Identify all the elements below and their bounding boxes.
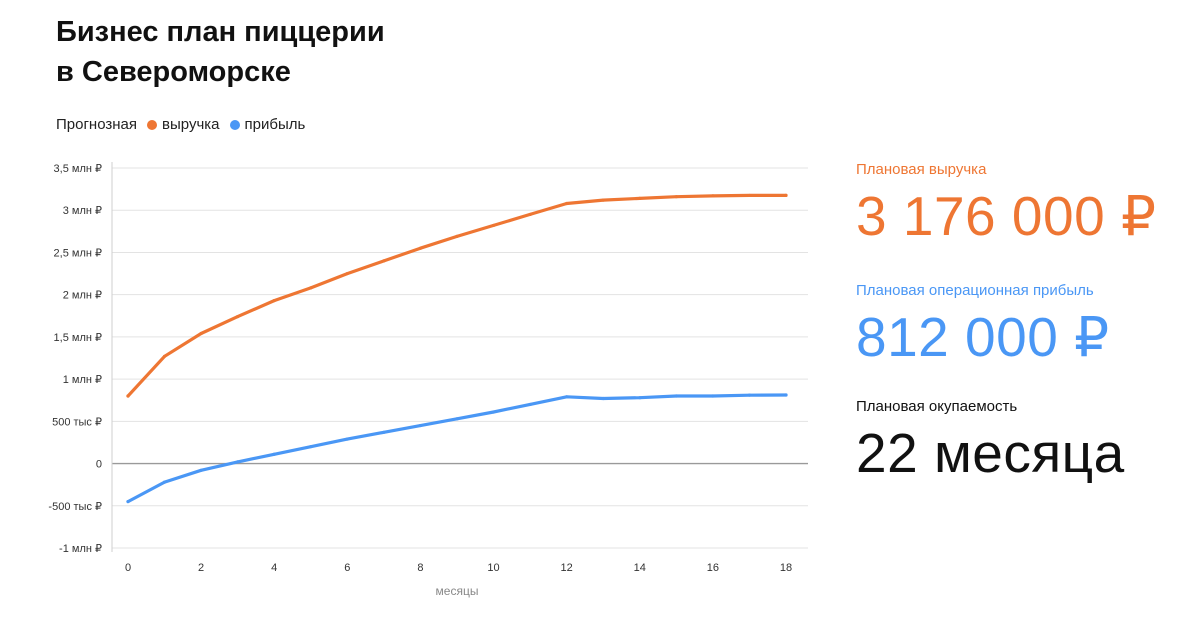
data-point [455, 417, 459, 421]
data-point [345, 437, 349, 441]
kpi-revenue-label: Плановая выручка [856, 161, 987, 178]
series-line-revenue [126, 193, 788, 398]
data-point [638, 196, 642, 200]
data-point [162, 480, 167, 484]
y-tick-label: 1,5 млн ₽ [54, 332, 102, 344]
kpi-payback-value: 22 месяца [856, 422, 1125, 484]
data-point [126, 394, 130, 398]
legend-dot-profit [229, 119, 240, 130]
y-tick-label: 2,5 млн ₽ [54, 247, 102, 259]
y-tick-label: 500 тыс ₽ [52, 416, 102, 428]
page-title: Бизнес план пиццерии в Североморске [56, 12, 385, 92]
data-point [272, 298, 276, 303]
data-point [491, 223, 496, 228]
x-tick-label: 12 [561, 562, 573, 574]
kpi-payback: Плановая окупаемость 22 месяца [856, 397, 1125, 483]
data-point [784, 193, 788, 197]
data-point [199, 468, 203, 472]
y-tick-label: 3 млн ₽ [63, 205, 102, 217]
data-point [455, 234, 459, 238]
legend-item-revenue: выручка [147, 116, 220, 133]
data-point [528, 212, 532, 217]
data-point [601, 198, 605, 202]
data-point [565, 395, 569, 399]
data-point [674, 394, 678, 398]
x-tick-label: 16 [707, 562, 719, 574]
x-tick-label: 2 [198, 562, 204, 574]
y-tick-label: 0 [96, 459, 102, 471]
y-tick-label: -1 млн ₽ [59, 543, 102, 555]
data-point [272, 452, 276, 456]
y-tick-label: 1 млн ₽ [63, 374, 102, 386]
x-tick-label: 8 [417, 562, 423, 574]
data-point [528, 402, 532, 407]
data-point [601, 396, 605, 401]
data-point [126, 499, 130, 504]
data-point [309, 445, 313, 449]
data-point [565, 201, 569, 206]
data-point [674, 195, 678, 199]
x-axis-title: месяцы [436, 584, 479, 598]
data-point [784, 393, 788, 397]
x-tick-label: 0 [125, 562, 131, 574]
data-point [162, 354, 167, 358]
data-point [711, 194, 715, 198]
chart-legend: Прогнозная выручка прибыль [56, 116, 305, 133]
data-point [491, 410, 496, 414]
data-point [747, 393, 752, 397]
kpi-revenue-value: 3 176 000 ₽ [856, 185, 1157, 247]
legend-label-profit: прибыль [244, 116, 306, 133]
title-line-2: в Североморске [56, 56, 291, 88]
x-tick-label: 18 [780, 562, 792, 574]
legend-prefix: Прогнозная [56, 116, 138, 133]
data-point [711, 394, 715, 398]
x-tick-label: 10 [487, 562, 499, 574]
series-line-profit [126, 393, 788, 504]
data-point [418, 423, 423, 428]
kpi-profit: Плановая операционная прибыль 812 000 ₽ [856, 281, 1110, 367]
data-point [345, 271, 349, 276]
data-point [199, 331, 203, 336]
data-point [236, 460, 240, 464]
data-point [382, 259, 386, 263]
y-tick-label: 3,5 млн ₽ [54, 163, 102, 175]
legend-label-revenue: выручка [162, 116, 220, 133]
data-point [236, 315, 240, 319]
x-tick-label: 6 [344, 562, 350, 574]
y-tick-label: -500 тыс ₽ [48, 501, 102, 513]
data-point [309, 286, 313, 290]
kpi-revenue: Плановая выручка 3 176 000 ₽ [856, 160, 1156, 246]
kpi-profit-value: 812 000 ₽ [856, 306, 1110, 368]
x-tick-label: 4 [271, 562, 277, 574]
x-tick-label: 14 [634, 562, 646, 574]
legend-dot-revenue [147, 119, 158, 130]
kpi-payback-label: Плановая окупаемость [856, 398, 1018, 415]
data-point [638, 396, 642, 400]
data-point [382, 430, 386, 434]
kpi-profit-label: Плановая операционная прибыль [856, 282, 1094, 299]
line-chart: 3,5 млн ₽ 3 млн ₽ 2,5 млн ₽ 2 млн ₽ 1,5 млн … [48, 162, 808, 598]
y-tick-label: 2 млн ₽ [63, 290, 102, 302]
data-point [747, 193, 752, 198]
legend-item-profit: прибыль [229, 116, 306, 133]
data-point [418, 246, 423, 250]
title-line-1: Бизнес план пиццерии [56, 16, 385, 48]
